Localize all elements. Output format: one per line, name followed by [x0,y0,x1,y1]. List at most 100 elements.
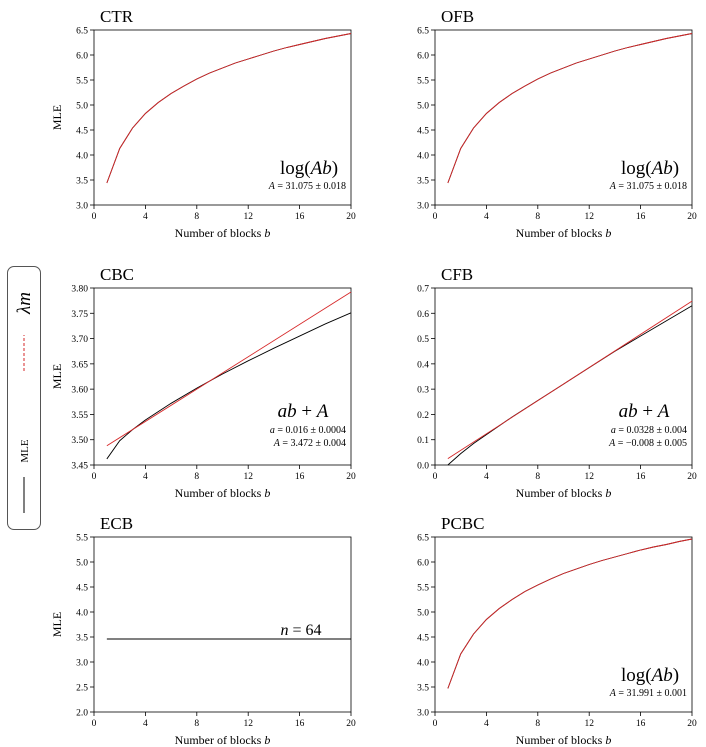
model-label: log(Ab) [621,665,679,686]
series-line-mle [106,312,352,460]
y-tick-label: 3.0 [417,202,429,212]
y-tick-label: 6.0 [76,52,88,62]
model-label: n = 64 [280,622,321,639]
x-tick-label: 12 [243,472,253,482]
y-tick-label: 0.5 [417,335,429,345]
y-tick-label: 0.1 [417,436,429,446]
y-tick-label: 4.5 [417,634,429,644]
y-tick-label: 3.55 [71,411,88,421]
y-tick-label: 0.2 [417,411,429,421]
y-tick-label: 5.0 [417,609,429,619]
x-tick-label: 0 [433,719,438,729]
chart-ecb: 0 4 8 12 16 20 2.0 2.5 3.0 3.5 4.0 4.5 5.0 5.5 ECB Numb… [50,514,356,747]
y-tick-label: 3.70 [71,335,88,345]
y-tick-label: 0.7 [417,285,429,295]
x-tick-label: 4 [484,472,489,482]
y-tick-label: 2.5 [76,684,88,694]
x-tick-label: 20 [687,212,697,222]
chart-ctr: 0 4 8 12 16 20 3.0 3.5 4.0 4.5 5.0 5.5 6.0 6.5 CTR Numb… [50,7,356,240]
model-label: ab + A [278,401,329,422]
chart-cfb: 0 4 8 12 16 20 0.0 0.1 0.2 0.3 0.4 0.5 0.6 0.7 CFB Numb… [417,265,697,500]
x-tick-label: 20 [346,472,356,482]
x-tick-label: 20 [687,719,697,729]
y-tick-label: 5.5 [76,534,88,544]
y-tick-label: 5.0 [76,102,88,112]
x-tick-label: 12 [584,212,594,222]
y-tick-label: 6.5 [417,534,429,544]
x-tick-label: 8 [194,472,199,482]
y-tick-label: 3.80 [71,285,88,295]
y-tick-label: 3.0 [76,202,88,212]
legend-label-mle: MLE [19,439,31,463]
x-tick-label: 0 [92,719,97,729]
x-tick-label: 8 [535,212,540,222]
x-tick-label: 16 [295,212,305,222]
y-axis-label: MLE [50,105,64,130]
chart-title: OFB [441,7,474,26]
x-tick-label: 4 [143,212,148,222]
x-tick-label: 4 [143,719,148,729]
x-tick-label: 12 [243,719,253,729]
y-tick-label: 4.5 [76,584,88,594]
series-line-lambda [106,291,352,447]
y-tick-label: 2.0 [76,709,88,719]
chart-cbc: 0 4 8 12 16 20 3.45 3.50 3.55 3.60 3.65 3.70 3.75 3.8… [50,265,356,500]
x-tick-label: 0 [92,212,97,222]
fit-parameter: A = 31.991 ± 0.001 [609,688,687,699]
y-tick-label: 3.75 [71,310,88,320]
chart-title: PCBC [441,514,484,533]
y-tick-label: 4.5 [76,127,88,137]
y-tick-label: 6.0 [417,559,429,569]
x-tick-label: 0 [433,472,438,482]
y-tick-label: 3.5 [417,177,429,187]
x-tick-label: 16 [636,212,646,222]
series-line-lambda [106,33,352,184]
y-tick-label: 3.0 [417,709,429,719]
y-tick-label: 5.5 [417,584,429,594]
chart-title: ECB [100,514,133,533]
x-tick-label: 20 [687,472,697,482]
chart-ofb: 0 4 8 12 16 20 3.0 3.5 4.0 4.5 5.0 5.5 6.0 6.5 OFB Numb… [417,7,697,240]
fit-parameter: A = 31.075 ± 0.018 [268,181,346,192]
y-tick-label: 5.5 [417,77,429,87]
y-tick-label: 3.50 [71,436,88,446]
y-tick-label: 4.0 [76,609,88,619]
x-tick-label: 4 [143,472,148,482]
model-label: log(Ab) [621,158,679,179]
chart-pcbc: 0 4 8 12 16 20 3.0 3.5 4.0 4.5 5.0 5.5 6.0 6.5 PCBC Num… [417,514,697,747]
x-tick-label: 8 [194,212,199,222]
axes-frame [93,287,352,466]
x-tick-label: 4 [484,212,489,222]
fit-parameter: A = −0.008 ± 0.005 [608,438,687,449]
x-tick-label: 8 [535,719,540,729]
chart-title: CTR [100,7,134,26]
y-tick-label: 0.4 [417,360,429,370]
x-tick-label: 12 [584,472,594,482]
x-axis-label: Number of blocks b [175,733,271,747]
y-tick-label: 4.0 [417,152,429,162]
y-tick-label: 0.3 [417,386,429,396]
axes-frame [93,536,352,713]
y-tick-label: 3.5 [76,634,88,644]
chart-title: CFB [441,265,473,284]
series-line-lambda [447,300,693,460]
x-axis-label: Number of blocks b [516,733,612,747]
x-tick-label: 12 [584,719,594,729]
x-axis-label: Number of blocks b [516,226,612,240]
model-label: ab + A [619,401,670,422]
x-tick-label: 16 [636,719,646,729]
axes-frame [93,29,352,206]
x-tick-label: 8 [194,719,199,729]
x-tick-label: 0 [92,472,97,482]
x-axis-label: Number of blocks b [175,486,271,500]
legend-label-lambda: λm [14,292,35,315]
fit-parameter: A = 3.472 ± 0.004 [273,438,346,449]
legend: MLE λm [7,266,41,530]
y-tick-label: 3.45 [71,462,88,472]
axes-frame [434,29,693,206]
y-tick-label: 3.0 [76,659,88,669]
x-tick-label: 16 [295,472,305,482]
y-tick-label: 5.0 [76,559,88,569]
fit-parameter: A = 31.075 ± 0.018 [609,181,687,192]
